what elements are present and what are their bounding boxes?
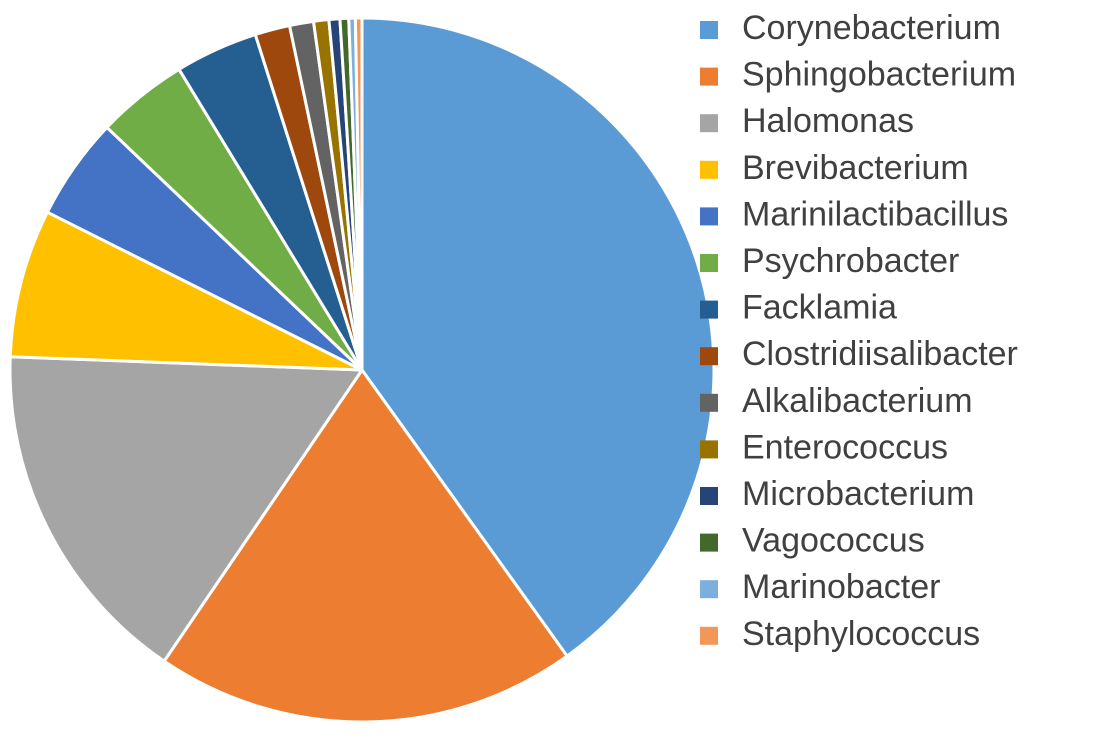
legend-label: Staphylococcus [742, 615, 980, 653]
legend-swatch [700, 533, 718, 552]
legend-swatch [700, 440, 718, 459]
legend-swatch [700, 254, 718, 272]
legend-swatch [700, 21, 718, 39]
legend-swatch [700, 300, 718, 319]
legend-swatch [700, 626, 718, 645]
legend-swatch [700, 67, 718, 86]
legend-label: Marinobacter [742, 568, 940, 606]
legend-label: Brevibacterium [742, 149, 969, 187]
legend-label: Halomonas [742, 102, 914, 140]
legend-label: Vagococcus [742, 522, 925, 560]
legend-label: Corynebacterium [742, 9, 1001, 47]
legend-label: Enterococcus [742, 428, 948, 466]
pie-slice [353, 16, 364, 372]
legend-label: Psychrobacter [742, 242, 959, 280]
pie-slice [360, 16, 716, 658]
legend-swatch [700, 114, 718, 133]
legend-swatch [700, 580, 718, 599]
legend-label: Alkalibacterium [742, 382, 973, 420]
legend-label: Marinilactibacillus [742, 195, 1008, 233]
pie-slice [8, 210, 364, 372]
legend-swatch [700, 160, 718, 179]
legend-swatch [700, 487, 718, 505]
legend-label: Microbacterium [742, 475, 974, 513]
legend-label: Facklamia [742, 289, 897, 327]
legend-swatch [700, 207, 718, 226]
pie-slice [8, 355, 364, 663]
legend-label: Sphingobacterium [742, 56, 1016, 94]
pie-slice [162, 368, 569, 724]
legend-swatch [700, 347, 718, 366]
legend-label: Clostridiisalibacter [742, 335, 1018, 373]
legend-swatch [700, 393, 718, 412]
